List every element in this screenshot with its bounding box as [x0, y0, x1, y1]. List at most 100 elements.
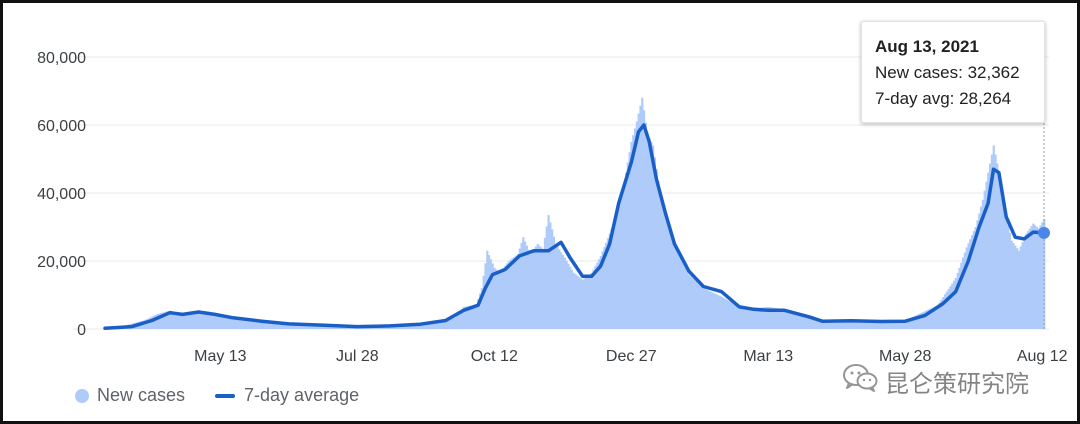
new-cases-bar — [612, 223, 615, 329]
new-cases-bar — [284, 324, 287, 329]
new-cases-bar — [185, 313, 188, 329]
new-cases-bar — [174, 311, 177, 329]
new-cases-bar — [475, 304, 478, 329]
new-cases-bar — [504, 265, 507, 329]
new-cases-bar — [524, 241, 527, 329]
new-cases-bar — [257, 321, 260, 329]
new-cases-bar — [280, 323, 283, 329]
new-cases-bar — [646, 135, 649, 329]
legend-item-seven-day-average[interactable]: 7-day average — [215, 385, 359, 406]
new-cases-bar — [527, 249, 530, 329]
new-cases-bar — [814, 317, 817, 329]
new-cases-bar — [410, 324, 413, 329]
new-cases-bar — [857, 320, 860, 329]
new-cases-bar — [585, 276, 588, 329]
new-cases-bar — [898, 320, 902, 329]
new-cases-bar — [554, 244, 557, 329]
new-cases-bar — [214, 315, 217, 329]
new-cases-bar — [843, 319, 846, 329]
new-cases-bar — [698, 284, 702, 329]
new-cases-bar — [448, 319, 451, 329]
new-cases-bar — [808, 315, 811, 329]
new-cases-bar — [212, 314, 215, 329]
new-cases-bar — [850, 319, 853, 329]
new-cases-bar — [848, 319, 851, 329]
new-cases-bar — [1030, 226, 1033, 329]
new-cases-bars — [104, 97, 1046, 330]
new-cases-bar — [794, 311, 797, 329]
new-cases-bar — [902, 320, 905, 329]
new-cases-bar — [675, 248, 678, 329]
new-cases-bar — [864, 320, 867, 329]
new-cases-bar — [158, 313, 161, 329]
new-cases-bar — [408, 324, 411, 329]
new-cases-bar — [774, 308, 777, 329]
new-cases-bar — [192, 312, 195, 329]
y-tick-label-3: 60,000 — [37, 118, 86, 135]
new-cases-bar — [893, 320, 896, 329]
new-cases-bar — [599, 255, 602, 329]
new-cases-bar — [709, 291, 712, 329]
new-cases-bar — [1001, 197, 1004, 329]
x-tick-label-6: Aug 12 — [1017, 348, 1068, 365]
new-cases-bar — [560, 252, 563, 329]
new-cases-bar — [886, 320, 889, 329]
new-cases-bar — [538, 245, 541, 329]
x-tick-label-3: Dec 27 — [606, 348, 657, 365]
new-cases-bar — [740, 307, 743, 329]
new-cases-bar — [298, 324, 301, 329]
new-cases-bar — [342, 327, 345, 329]
new-cases-bar — [480, 288, 483, 329]
new-cases-bar — [419, 324, 422, 329]
new-cases-bar — [933, 306, 936, 329]
seven-day-average-swatch — [215, 393, 236, 398]
new-cases-bar — [237, 319, 240, 329]
new-cases-bar — [695, 281, 698, 329]
new-cases-bar — [226, 317, 229, 329]
tooltip-seven-day-avg: 7-day avg: 28,264 — [875, 89, 1012, 108]
new-cases-bar — [176, 312, 179, 329]
new-cases-bar — [576, 275, 579, 329]
new-cases-bar — [929, 308, 932, 329]
new-cases-bar — [149, 317, 152, 329]
new-cases-bar — [547, 215, 550, 329]
new-cases-bar — [441, 320, 444, 329]
new-cases-bar — [205, 313, 208, 329]
new-cases-bar — [421, 324, 424, 329]
legend-label-new-cases: New cases — [97, 385, 186, 405]
new-cases-bar — [745, 307, 748, 329]
new-cases-bar — [435, 321, 438, 329]
new-cases-bar — [322, 325, 325, 329]
new-cases-bar — [641, 97, 644, 329]
new-cases-bar — [920, 312, 923, 329]
hover-point[interactable] — [1038, 226, 1050, 239]
new-cases-bar — [781, 309, 784, 329]
new-cases-bar — [453, 317, 456, 329]
new-cases-bar — [1025, 233, 1028, 329]
new-cases-bar — [487, 255, 491, 329]
new-cases-bar — [992, 145, 995, 329]
new-cases-bar — [947, 288, 950, 329]
x-tick-label-1: Jul 28 — [336, 348, 379, 365]
new-cases-bar — [469, 305, 473, 329]
new-cases-bar — [938, 302, 941, 329]
new-cases-bar — [444, 319, 447, 329]
new-cases-bar — [473, 304, 476, 329]
new-cases-bar — [159, 313, 163, 329]
wechat-icon — [841, 363, 879, 399]
new-cases-bar — [515, 255, 518, 329]
new-cases-bar — [1021, 242, 1024, 329]
new-cases-bar — [179, 313, 182, 329]
new-cases-bar — [506, 263, 509, 329]
new-cases-bar — [262, 322, 265, 329]
new-cases-bar — [989, 163, 992, 329]
new-cases-bar — [763, 307, 766, 329]
new-cases-bar — [743, 307, 747, 329]
new-cases-bar — [477, 299, 480, 329]
new-cases-bar — [251, 320, 255, 329]
new-cases-bar — [259, 321, 262, 329]
new-cases-bar — [478, 293, 482, 329]
new-cases-bar — [983, 190, 986, 329]
new-cases-bar — [250, 320, 253, 329]
legend-item-new-cases[interactable]: New cases — [75, 385, 185, 406]
